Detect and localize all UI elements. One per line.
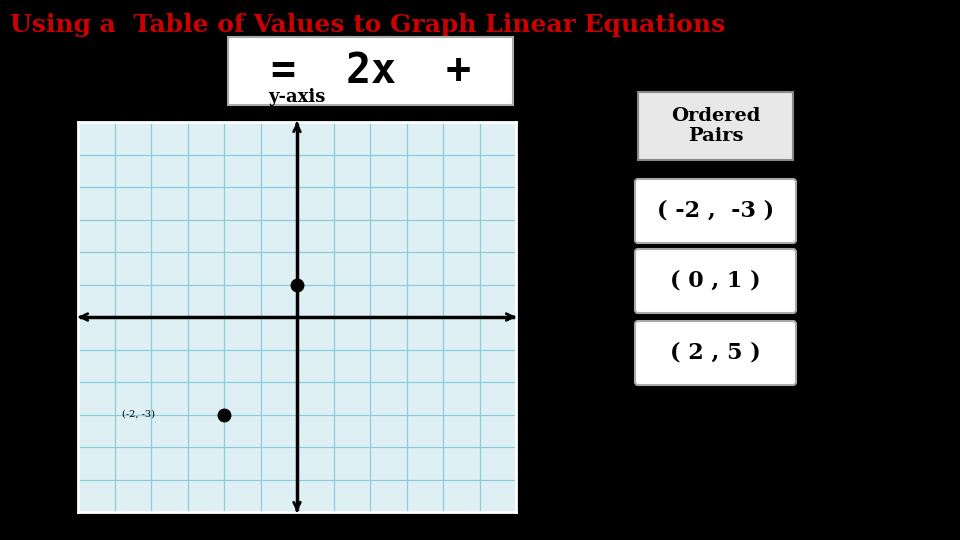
FancyBboxPatch shape	[228, 37, 513, 105]
Text: Using a  Table of Values to Graph Linear Equations: Using a Table of Values to Graph Linear …	[10, 13, 725, 37]
Text: x-axis: x-axis	[522, 308, 579, 326]
Text: ( 2 , 5 ): ( 2 , 5 )	[670, 342, 761, 364]
FancyBboxPatch shape	[638, 92, 793, 160]
FancyBboxPatch shape	[635, 321, 796, 385]
Text: Ordered
Pairs: Ordered Pairs	[671, 106, 760, 145]
Text: ( -2 ,  -3 ): ( -2 , -3 )	[657, 200, 774, 222]
Text: (-2, -3): (-2, -3)	[122, 410, 155, 419]
Text: y-axis: y-axis	[268, 88, 325, 106]
FancyBboxPatch shape	[635, 179, 796, 243]
FancyBboxPatch shape	[635, 249, 796, 313]
Text: ( 0 , 1 ): ( 0 , 1 )	[670, 270, 761, 292]
Text: y  =  2x  +  1: y = 2x + 1	[196, 50, 545, 92]
